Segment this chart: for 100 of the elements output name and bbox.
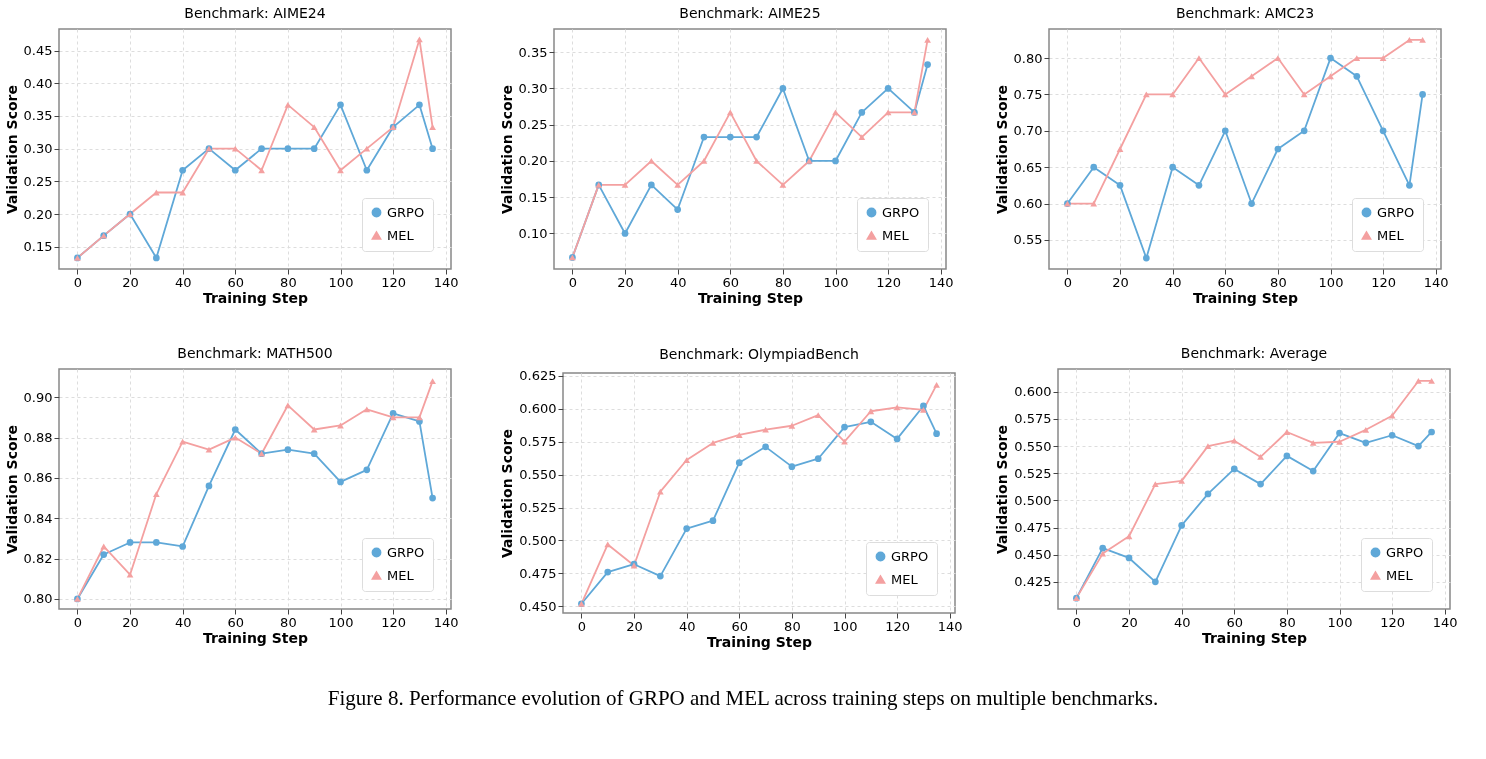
y-tick-label: 0.25 (23, 173, 53, 189)
y-tick-label: 0.475 (519, 565, 557, 581)
x-tick-label: 80 (1270, 274, 1287, 290)
x-tick-label: 0 (73, 274, 83, 290)
y-tick-label: 0.20 (23, 206, 53, 222)
y-tick-label: 0.84 (23, 510, 53, 526)
y-tick-label: 0.600 (1014, 384, 1052, 400)
y-axis-title: Validation Score (3, 425, 20, 554)
x-tick-label: 20 (122, 614, 139, 630)
x-axis-title: Training Step (202, 289, 309, 306)
x-tick-label: 120 (381, 274, 407, 290)
y-axis-title: Validation Score (499, 429, 516, 558)
caption: Figure 8. Performance evolution of GRPO and MEL across training steps on multiple benchmarks. (326, 686, 1160, 711)
x-tick-label: 0 (1072, 614, 1082, 630)
y-tick-label: 0.575 (1014, 411, 1052, 427)
x-tick-label: 0 (577, 618, 587, 634)
y-tick-label: 0.70 (1013, 123, 1043, 139)
y-tick-label: 0.550 (1014, 438, 1052, 454)
y-tick-label: 0.80 (1013, 50, 1043, 66)
y-tick-label: 0.88 (23, 430, 53, 446)
y-tick-label: 0.55 (1013, 232, 1043, 248)
y-tick-label: 0.82 (23, 551, 53, 567)
y-tick-label: 0.10 (518, 225, 548, 241)
x-tick-label: 140 (1423, 274, 1449, 290)
chart-title: Benchmark: MATH500 (177, 345, 333, 361)
x-tick-label: 40 (174, 274, 192, 290)
legend-label: GRPO (1377, 204, 1415, 220)
x-tick-label: 120 (1371, 274, 1397, 290)
y-tick-label: 0.500 (519, 532, 557, 548)
x-axis-title: Training Step (1201, 629, 1308, 646)
y-tick-label: 0.450 (519, 598, 557, 614)
x-tick-label: 60 (227, 274, 245, 290)
y-tick-label: 0.30 (518, 80, 548, 96)
x-tick-label: 140 (928, 274, 954, 290)
x-tick-label: 140 (1432, 614, 1458, 630)
legend-label: MEL (387, 567, 415, 583)
x-tick-label: 100 (328, 614, 354, 630)
chart-title: Benchmark: AMC23 (1175, 5, 1315, 21)
x-tick-label: 80 (280, 274, 297, 290)
x-axis-title: Training Step (706, 633, 813, 650)
x-tick-label: 80 (775, 274, 792, 290)
x-tick-label: 20 (1121, 614, 1138, 630)
x-axis-title: Training Step (1192, 289, 1299, 306)
legend-label: GRPO (387, 544, 425, 560)
x-tick-label: 20 (626, 618, 643, 634)
x-tick-label: 100 (1318, 274, 1344, 290)
y-axis-title: Validation Score (498, 85, 515, 214)
x-tick-label: 100 (328, 274, 354, 290)
x-axis-title: Training Step (202, 629, 309, 646)
y-tick-label: 0.60 (1013, 196, 1043, 212)
y-tick-label: 0.600 (519, 401, 557, 417)
x-tick-label: 120 (876, 274, 902, 290)
x-tick-label: 40 (669, 274, 687, 290)
y-axis-title: Validation Score (993, 85, 1010, 214)
x-tick-label: 0 (1063, 274, 1073, 290)
y-tick-label: 0.525 (519, 500, 557, 516)
y-tick-label: 0.65 (1013, 159, 1043, 175)
x-tick-label: 40 (1173, 614, 1191, 630)
x-tick-label: 80 (1279, 614, 1296, 630)
x-tick-label: 60 (731, 618, 749, 634)
y-tick-label: 0.550 (519, 467, 557, 483)
x-tick-label: 120 (1380, 614, 1406, 630)
y-tick-label: 0.500 (1014, 492, 1052, 508)
x-tick-label: 0 (73, 614, 83, 630)
y-tick-label: 0.525 (1014, 465, 1052, 481)
x-tick-label: 20 (122, 274, 139, 290)
y-tick-label: 0.75 (1013, 86, 1043, 102)
x-tick-label: 60 (227, 614, 245, 630)
x-axis-title: Training Step (697, 289, 804, 306)
y-tick-label: 0.15 (518, 189, 548, 205)
legend-label: MEL (387, 227, 415, 243)
x-tick-label: 100 (1327, 614, 1353, 630)
y-tick-label: 0.425 (1014, 574, 1052, 590)
legend-label: MEL (1377, 227, 1405, 243)
y-tick-label: 0.86 (23, 470, 53, 486)
y-tick-label: 0.30 (23, 141, 53, 157)
y-tick-label: 0.35 (23, 108, 53, 124)
x-tick-label: 140 (433, 274, 459, 290)
chart-title: Benchmark: Average (1180, 345, 1328, 361)
chart-title: Benchmark: AIME25 (679, 5, 821, 21)
chart-title: Benchmark: OlympiadBench (659, 345, 859, 362)
y-tick-label: 0.80 (23, 591, 53, 607)
y-tick-label: 0.35 (518, 44, 548, 60)
y-tick-label: 0.475 (1014, 520, 1052, 536)
x-tick-label: 40 (678, 618, 696, 634)
x-tick-label: 100 (823, 274, 849, 290)
x-tick-label: 140 (433, 614, 459, 630)
y-tick-label: 0.625 (519, 368, 557, 384)
x-tick-label: 0 (568, 274, 578, 290)
legend-label: MEL (891, 571, 919, 587)
chart-title: Benchmark: AIME24 (184, 5, 326, 21)
y-axis-title: Validation Score (994, 425, 1011, 554)
x-tick-label: 120 (381, 614, 407, 630)
x-tick-label: 20 (617, 274, 634, 290)
y-tick-label: 0.90 (23, 389, 53, 405)
x-tick-label: 80 (784, 618, 801, 634)
legend-label: GRPO (882, 204, 920, 220)
x-tick-label: 20 (1112, 274, 1129, 290)
x-tick-label: 80 (280, 614, 297, 630)
legend-label: MEL (1386, 567, 1414, 583)
